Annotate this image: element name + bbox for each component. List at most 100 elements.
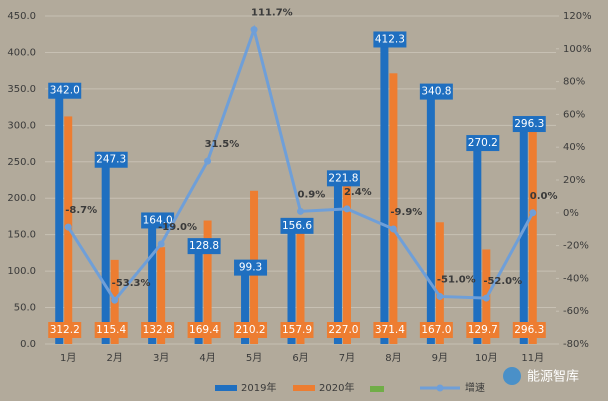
x-tick-label: 7月: [339, 352, 355, 364]
x-tick-label: 3月: [153, 352, 169, 364]
legend-swatch: [215, 385, 237, 391]
bar: [426, 95, 435, 344]
x-tick-label: 6月: [292, 352, 308, 364]
data-label: 340.8: [421, 86, 451, 98]
label-box: [326, 170, 360, 187]
data-label: 247.3: [96, 154, 126, 166]
label-box: [94, 151, 128, 168]
line-point: [204, 157, 212, 165]
label-box: [141, 212, 175, 229]
data-label: -53.3%: [112, 278, 151, 289]
bar: [519, 128, 528, 344]
label-box: [280, 217, 314, 234]
label-box: [234, 322, 268, 338]
data-label: 0.9%: [298, 189, 326, 200]
line-point: [436, 292, 444, 300]
bar: [203, 220, 212, 344]
data-label: 157.9: [282, 324, 312, 336]
y2-tick-label: 80%: [563, 77, 585, 88]
bar: [435, 222, 444, 344]
data-label: 312.2: [50, 324, 80, 336]
label-box: [141, 322, 175, 338]
label-box: [466, 135, 500, 152]
bar: [296, 228, 305, 344]
data-label: 270.2: [468, 137, 498, 149]
bar: [473, 147, 482, 344]
x-tick-label: 4月: [199, 352, 215, 364]
data-label: 412.3: [375, 33, 405, 45]
line-point: [482, 294, 490, 302]
y2-tick-label: -40%: [563, 273, 589, 284]
line-point: [343, 205, 351, 213]
bar: [333, 182, 342, 344]
y2-tick-label: 20%: [563, 175, 585, 186]
bar: [342, 178, 351, 344]
bar: [380, 43, 389, 344]
y2-tick-label: 60%: [563, 109, 585, 120]
label-box: [512, 116, 546, 133]
label-box: [373, 31, 407, 48]
data-label: 342.0: [50, 85, 80, 97]
line-point: [529, 209, 537, 217]
y2-tick-label: 0%: [563, 208, 579, 219]
x-tick-label: 9月: [432, 352, 448, 364]
bar: [101, 163, 110, 344]
data-label: 164.0: [143, 214, 173, 226]
line-point: [157, 240, 165, 248]
data-label: 227.0: [328, 324, 358, 336]
label-box: [419, 322, 453, 338]
data-label: 0.0%: [530, 191, 558, 202]
data-label: 115.4: [96, 324, 126, 336]
legend-label: 2020年: [319, 381, 354, 394]
bar: [389, 73, 398, 345]
y-tick-label: 100.0: [7, 266, 36, 277]
x-tick-label: 8月: [385, 352, 401, 364]
watermark: 能源智库: [527, 369, 579, 385]
data-label: 31.5%: [205, 139, 240, 150]
data-label: -9.9%: [390, 207, 422, 218]
y-tick-label: 0.0: [20, 339, 36, 350]
label-box: [326, 322, 360, 338]
legend-label: 增速: [465, 381, 485, 394]
y-tick-label: 150.0: [7, 230, 36, 241]
x-tick-label: 10月: [475, 352, 498, 364]
x-tick-label: 11月: [521, 352, 544, 364]
y-tick-label: 350.0: [7, 84, 36, 95]
data-label: 169.4: [189, 324, 219, 336]
label-box: [419, 83, 453, 100]
line-point: [64, 223, 72, 231]
y2-tick-label: -20%: [563, 241, 589, 252]
label-box: [94, 322, 128, 338]
y-tick-label: 200.0: [7, 193, 36, 204]
bar: [194, 250, 203, 344]
y-tick-label: 50.0: [14, 303, 36, 314]
x-tick-label: 2月: [106, 352, 122, 364]
watermark-icon: [503, 367, 521, 385]
label-box: [466, 322, 500, 338]
data-label: 167.0: [421, 324, 451, 336]
x-tick-label: 5月: [246, 352, 262, 364]
data-label: 2.4%: [344, 187, 372, 198]
bar: [287, 229, 296, 344]
bar: [148, 224, 157, 344]
data-label: 296.3: [514, 324, 544, 336]
label-box: [280, 322, 314, 338]
y2-tick-label: 100%: [563, 44, 592, 55]
data-label: 128.8: [189, 240, 219, 252]
y-tick-label: 450.0: [7, 11, 36, 22]
line-point: [389, 225, 397, 233]
legend-swatch: [370, 386, 384, 392]
label-box: [48, 322, 82, 338]
y2-tick-label: 120%: [563, 11, 592, 22]
label-box: [512, 322, 546, 338]
y2-tick-label: -60%: [563, 306, 589, 317]
y2-tick-label: 40%: [563, 142, 585, 153]
bar: [241, 271, 250, 344]
data-label: -52.0%: [483, 276, 522, 287]
data-label: -19.0%: [158, 222, 197, 233]
data-label: 210.2: [236, 324, 266, 336]
line-point: [297, 207, 304, 215]
line-point: [111, 296, 119, 304]
bar: [528, 128, 537, 344]
